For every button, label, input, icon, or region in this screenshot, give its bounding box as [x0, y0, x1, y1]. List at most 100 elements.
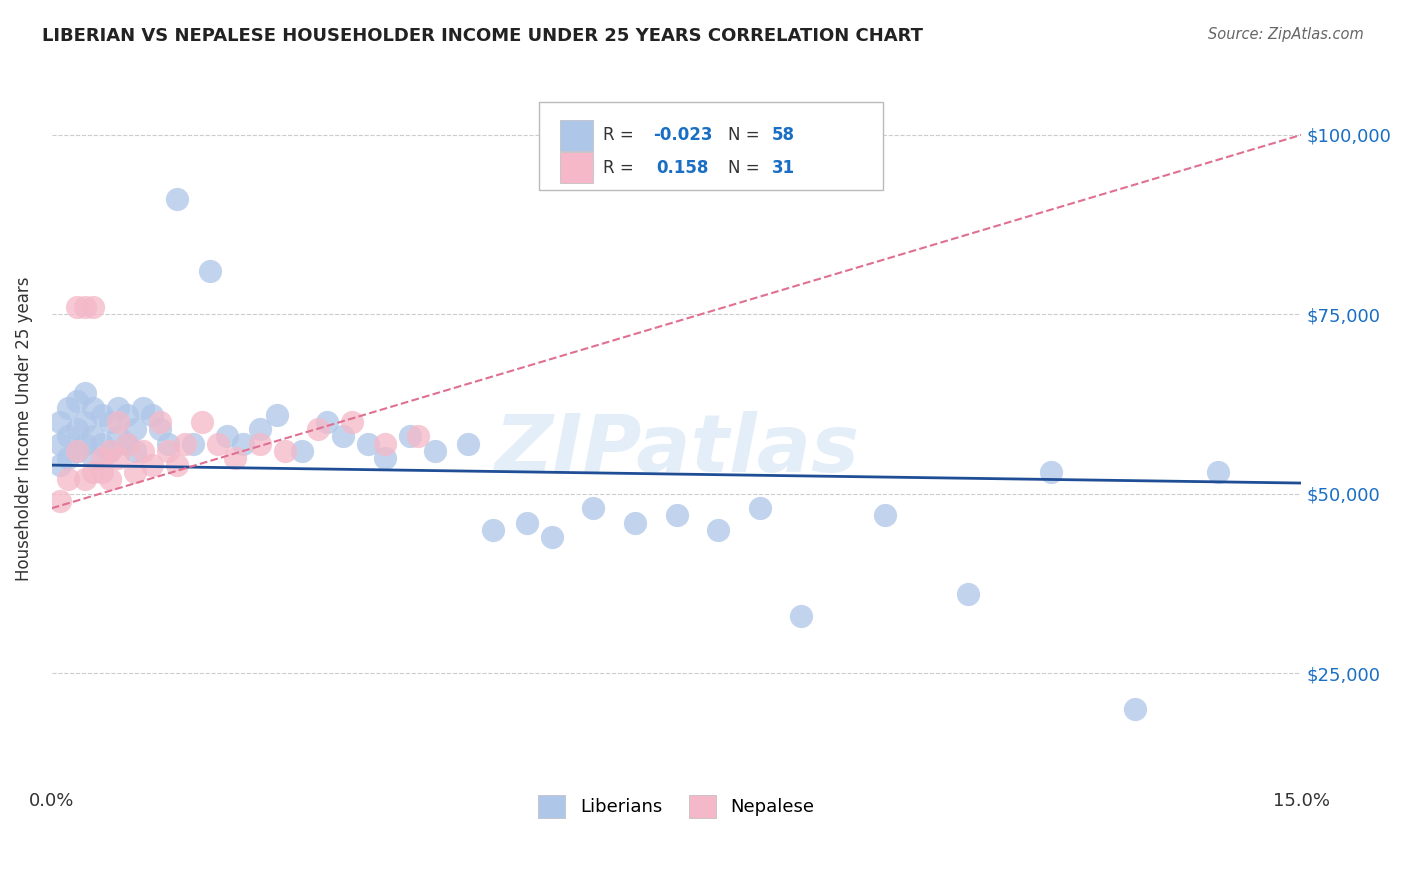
Point	[1123, 702, 1146, 716]
Point	[90, 450, 112, 465]
Point	[957, 587, 980, 601]
Point	[107, 429, 129, 443]
FancyBboxPatch shape	[538, 102, 883, 190]
Point	[75, 436, 97, 450]
Point	[315, 415, 337, 429]
Point	[406, 429, 429, 443]
Point	[332, 429, 354, 443]
Point	[82, 465, 104, 479]
Point	[124, 443, 146, 458]
Text: N =: N =	[728, 126, 765, 145]
Point	[1040, 465, 1063, 479]
Text: R =: R =	[603, 126, 638, 145]
Point	[124, 465, 146, 479]
Point	[115, 436, 138, 450]
Point	[174, 436, 197, 450]
Point	[75, 386, 97, 401]
Point	[374, 450, 396, 465]
Point	[49, 415, 72, 429]
Point	[58, 473, 80, 487]
Point	[66, 300, 89, 314]
Point	[198, 264, 221, 278]
Point	[249, 422, 271, 436]
Point	[1206, 465, 1229, 479]
Point	[357, 436, 380, 450]
Point	[516, 516, 538, 530]
Legend: Liberians, Nepalese: Liberians, Nepalese	[531, 789, 823, 825]
Point	[107, 415, 129, 429]
Point	[207, 436, 229, 450]
Text: 0.158: 0.158	[657, 159, 709, 177]
Point	[232, 436, 254, 450]
Text: -0.023: -0.023	[652, 126, 713, 145]
Point	[790, 608, 813, 623]
Point	[157, 436, 180, 450]
Point	[49, 494, 72, 508]
Point	[707, 523, 730, 537]
Point	[141, 408, 163, 422]
Point	[132, 443, 155, 458]
Text: LIBERIAN VS NEPALESE HOUSEHOLDER INCOME UNDER 25 YEARS CORRELATION CHART: LIBERIAN VS NEPALESE HOUSEHOLDER INCOME …	[42, 27, 924, 45]
Point	[98, 415, 121, 429]
Point	[82, 429, 104, 443]
Text: R =: R =	[603, 159, 638, 177]
Point	[75, 473, 97, 487]
Point	[107, 401, 129, 415]
Point	[115, 408, 138, 422]
Point	[58, 401, 80, 415]
Point	[66, 422, 89, 436]
Point	[266, 408, 288, 422]
Point	[82, 401, 104, 415]
Point	[291, 443, 314, 458]
Point	[374, 436, 396, 450]
Text: N =: N =	[728, 159, 765, 177]
Point	[49, 458, 72, 472]
Point	[215, 429, 238, 443]
Point	[107, 450, 129, 465]
Point	[58, 450, 80, 465]
Y-axis label: Householder Income Under 25 years: Householder Income Under 25 years	[15, 277, 32, 582]
Point	[183, 436, 205, 450]
Point	[66, 443, 89, 458]
Text: 58: 58	[772, 126, 794, 145]
FancyBboxPatch shape	[561, 153, 593, 183]
Text: Source: ZipAtlas.com: Source: ZipAtlas.com	[1208, 27, 1364, 42]
Point	[132, 401, 155, 415]
Point	[665, 508, 688, 523]
FancyBboxPatch shape	[561, 120, 593, 151]
Point	[75, 300, 97, 314]
Point	[66, 393, 89, 408]
Point	[90, 465, 112, 479]
Point	[540, 530, 562, 544]
Point	[98, 443, 121, 458]
Point	[124, 422, 146, 436]
Text: 31: 31	[772, 159, 794, 177]
Point	[141, 458, 163, 472]
Point	[149, 422, 172, 436]
Point	[423, 443, 446, 458]
Point	[274, 443, 297, 458]
Point	[90, 436, 112, 450]
Point	[98, 473, 121, 487]
Point	[66, 443, 89, 458]
Point	[249, 436, 271, 450]
Point	[149, 415, 172, 429]
Point	[49, 436, 72, 450]
Point	[873, 508, 896, 523]
Point	[157, 443, 180, 458]
Point	[457, 436, 479, 450]
Point	[340, 415, 363, 429]
Point	[482, 523, 505, 537]
Point	[166, 458, 188, 472]
Point	[90, 408, 112, 422]
Point	[624, 516, 647, 530]
Point	[224, 450, 246, 465]
Point	[115, 436, 138, 450]
Point	[82, 450, 104, 465]
Point	[307, 422, 329, 436]
Point	[582, 501, 605, 516]
Point	[190, 415, 212, 429]
Point	[58, 429, 80, 443]
Text: ZIPatlas: ZIPatlas	[494, 411, 859, 490]
Point	[166, 193, 188, 207]
